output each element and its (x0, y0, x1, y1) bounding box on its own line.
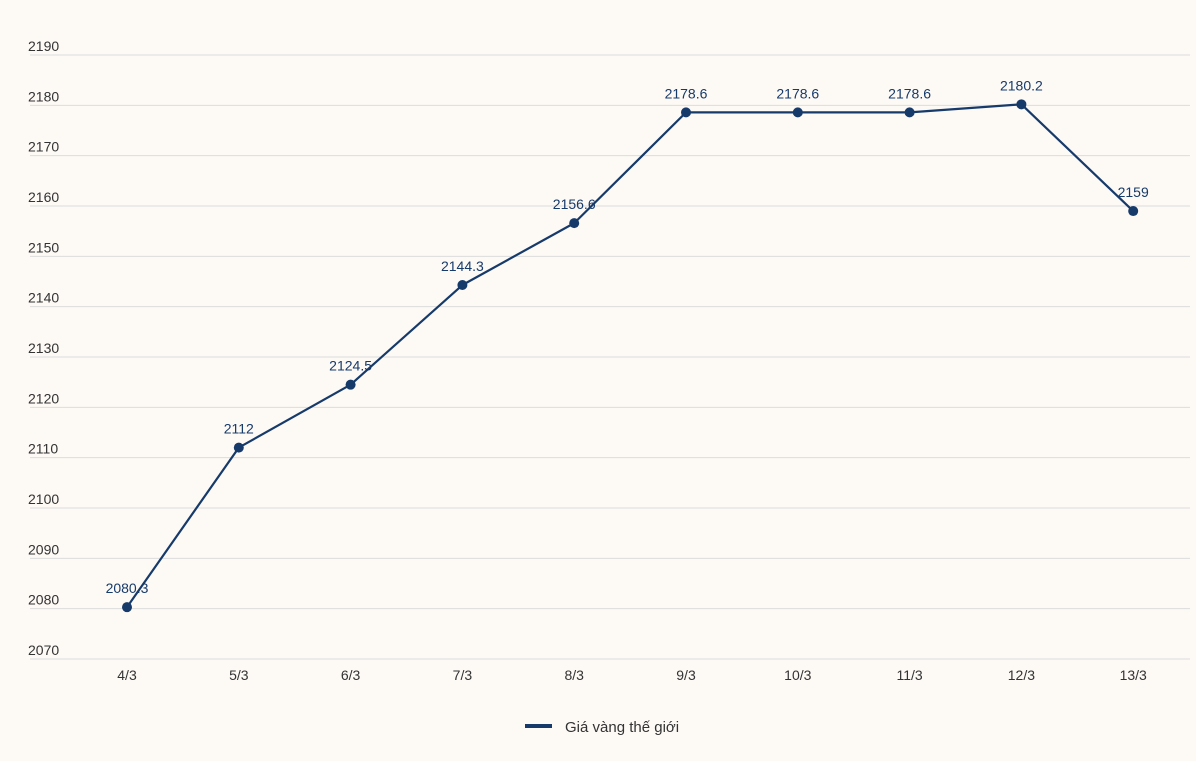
series-group: 2080.3 2112 2124.5 2144.3 2156.6 2178.6 2178.6… (106, 77, 1149, 613)
y-tick-label: 2170 (28, 139, 59, 155)
y-tick-label: 2120 (28, 390, 59, 406)
data-point (122, 602, 132, 613)
y-tick-label: 2130 (28, 340, 59, 356)
data-point (904, 107, 915, 118)
series-line-0 (126, 103, 1134, 608)
gridlines (30, 54, 1190, 660)
x-tick-label: 4/3 (117, 667, 137, 683)
y-tick-label: 2080 (28, 592, 59, 608)
data-label: 2080.3 (106, 580, 149, 596)
data-point (681, 107, 691, 118)
data-label: 2159 (1118, 184, 1149, 200)
data-point (457, 280, 468, 291)
x-tick-label: 6/3 (341, 667, 361, 683)
data-point (233, 442, 244, 453)
data-point (1016, 99, 1027, 110)
y-tick-label: 2160 (28, 189, 59, 205)
data-label: 2178.6 (888, 85, 931, 101)
x-tick-label: 9/3 (676, 667, 696, 683)
data-label: 2156.6 (553, 196, 596, 212)
x-tick-label: 13/3 (1120, 667, 1147, 683)
y-tick-label: 2190 (28, 38, 59, 54)
data-point (345, 379, 356, 390)
data-label: 2112 (224, 421, 254, 437)
x-tick-label: 5/3 (229, 667, 249, 683)
x-tick-label: 11/3 (896, 667, 922, 683)
data-label: 2178.6 (665, 85, 708, 101)
data-point (1128, 206, 1139, 217)
y-tick-label: 2110 (28, 441, 58, 457)
legend: Giá vàng thế giới (525, 719, 679, 736)
y-tick-label: 2140 (28, 290, 59, 306)
data-label: 2124.5 (329, 358, 372, 374)
data-label: 2180.2 (1000, 77, 1043, 93)
data-point (569, 218, 580, 229)
y-tick-label: 2180 (28, 88, 59, 104)
data-point (792, 107, 803, 118)
legend-label-0: Giá vàng thế giới (565, 719, 679, 736)
data-label: 2144.3 (441, 258, 484, 274)
x-tick-label: 10/3 (784, 667, 811, 683)
y-tick-label: 2070 (28, 642, 59, 658)
y-tick-label: 2150 (28, 239, 59, 255)
y-axis: 2070 2080 2090 2100 2110 2120 2130 2140 2150 2160… (28, 38, 59, 658)
y-tick-label: 2100 (28, 491, 59, 507)
x-axis: 4/3 5/3 6/3 7/3 8/3 9/3 10/3 11/3 12/3 13/3 (117, 667, 1147, 683)
y-tick-label: 2090 (28, 541, 59, 557)
x-tick-label: 8/3 (564, 667, 584, 683)
data-label: 2178.6 (776, 85, 819, 101)
x-tick-label: 12/3 (1008, 667, 1035, 683)
x-tick-label: 7/3 (453, 667, 473, 683)
